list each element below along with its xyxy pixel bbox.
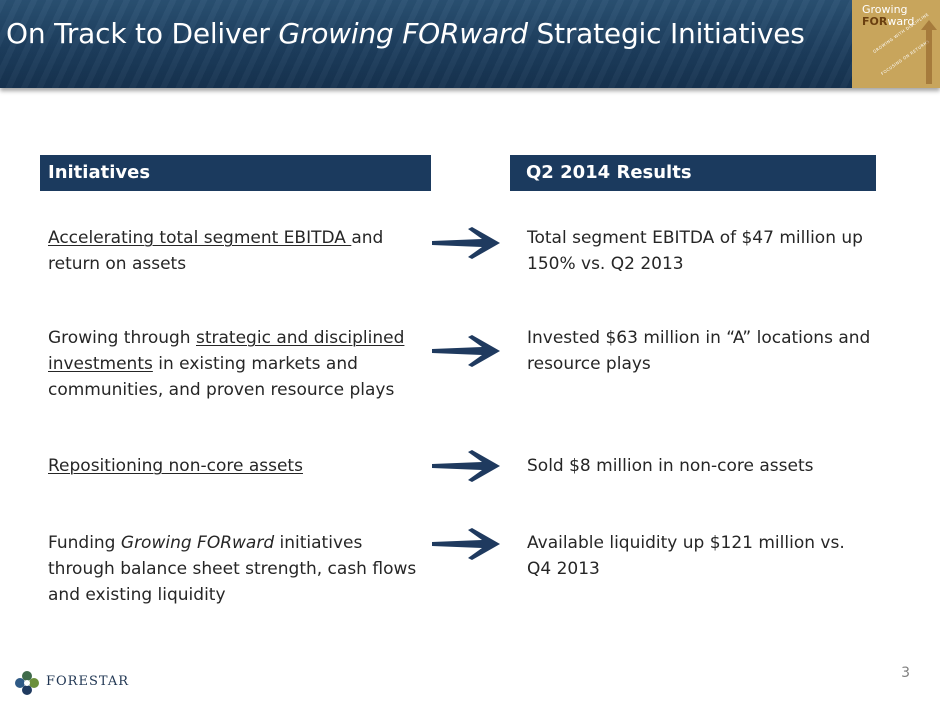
initiatives-header: Initiatives — [40, 155, 431, 191]
arrow-icon — [432, 335, 500, 367]
result-2: Invested $63 million in “A” locations an… — [527, 328, 871, 374]
title-emphasis: Growing FORward — [278, 17, 528, 50]
arrow-icon — [432, 227, 500, 259]
badge-arrow-icon — [921, 20, 937, 84]
initiative-2: Growing through strategic and discipline… — [48, 328, 405, 400]
title-bar: On Track to Deliver Growing FORward Stra… — [0, 0, 940, 88]
badge-line2: FORward — [862, 15, 915, 28]
page-number: 3 — [901, 665, 910, 681]
slide-title: On Track to Deliver Growing FORward Stra… — [6, 17, 805, 50]
result-3: Sold $8 million in non-core assets — [527, 456, 814, 476]
result-1: Total segment EBITDA of $47 million up 1… — [527, 228, 863, 274]
result-4: Available liquidity up $121 million vs. … — [527, 533, 845, 579]
forestar-logo-icon — [15, 671, 39, 695]
initiative-1: Accelerating total segment EBITDA and re… — [48, 228, 384, 274]
initiative-4: Funding Growing FORward initiatives thro… — [48, 533, 417, 605]
results-header: Q2 2014 Results — [510, 155, 876, 191]
badge-line1: Growing — [862, 3, 908, 16]
arrow-icon — [432, 450, 500, 482]
company-name: FORESTAR — [46, 674, 129, 689]
growing-forward-logo: Growing FORward GROWING WITH DISCIPLINE … — [852, 0, 940, 88]
initiative-3: Repositioning non-core assets — [48, 456, 303, 476]
arrow-icon — [432, 528, 500, 560]
